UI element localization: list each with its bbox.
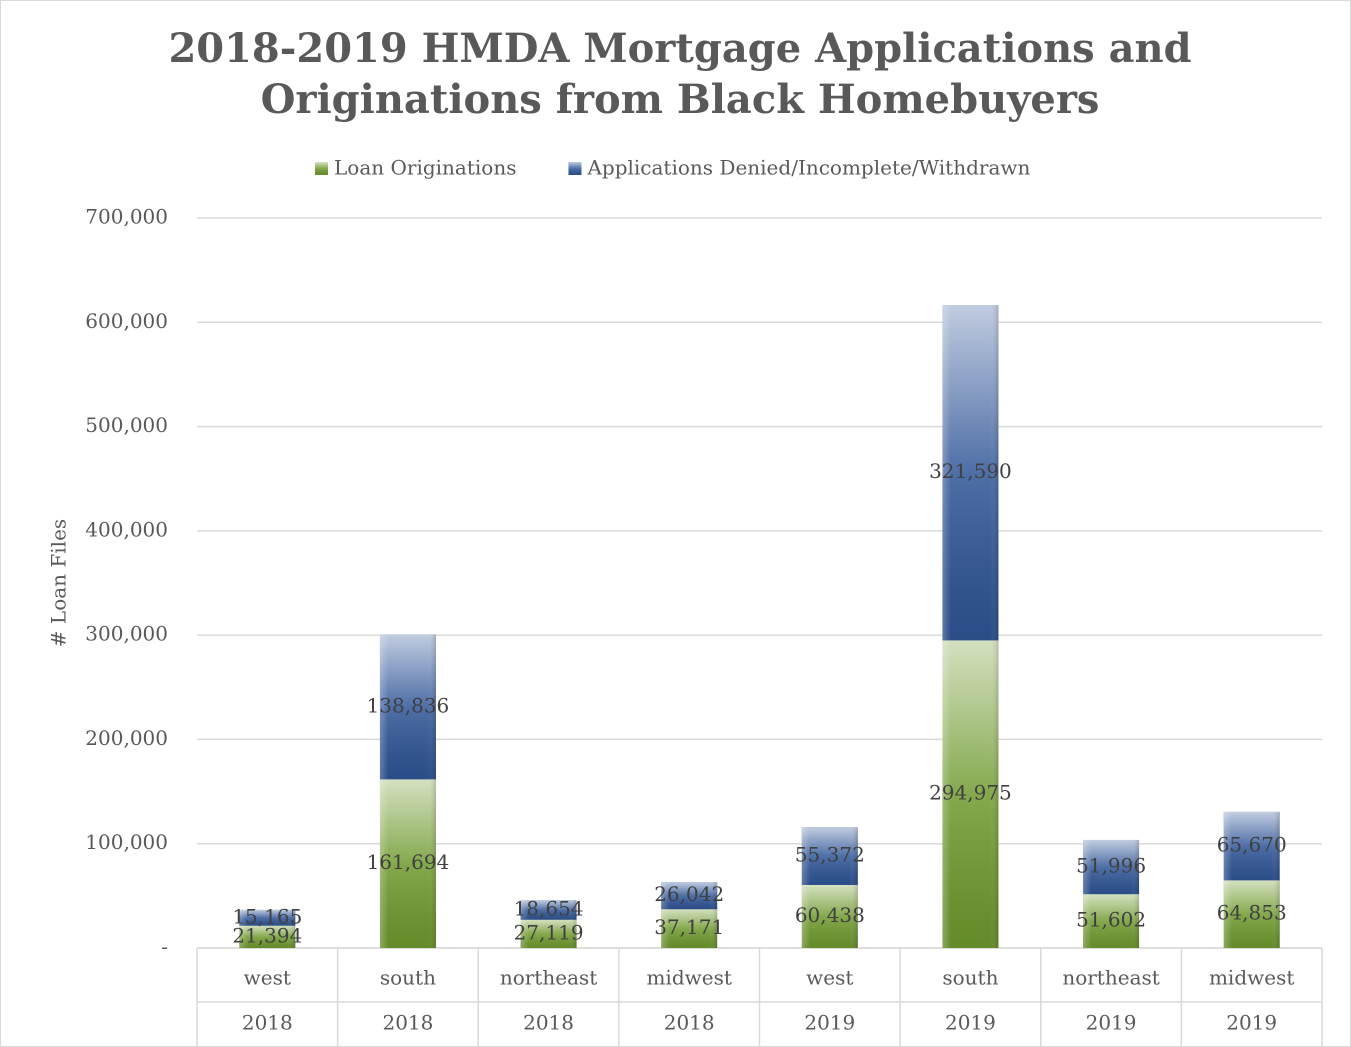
data-label: 51,996 [1076,854,1146,878]
x-tick-label: south [380,966,436,990]
chart-title: Originations from Black Homebuyers [261,76,1100,123]
chart-title: 2018-2019 HMDA Mortgage Applications and [168,25,1191,72]
data-label: 37,171 [654,915,724,939]
legend-label: Applications Denied/Incomplete/Withdrawn [586,156,1030,180]
data-label: 60,438 [795,903,865,927]
y-tick-label: 400,000 [85,517,168,541]
bar-side [801,884,858,948]
x-group-label: 2018 [382,1011,433,1035]
bar-side [661,882,718,910]
x-group-label: 2018 [523,1011,574,1035]
data-label: 294,975 [929,781,1012,805]
data-label: 15,165 [232,904,302,928]
bar-side [801,827,858,885]
y-tick-label: 200,000 [85,726,168,750]
y-tick-label: - [161,935,168,959]
bar-side [942,640,999,948]
data-label: 321,590 [929,459,1012,483]
bar-side [1223,811,1280,881]
x-tick-label: west [244,966,291,990]
x-tick-label: northeast [500,966,597,990]
data-label: 65,670 [1217,833,1287,857]
y-axis-title: # Loan Files [47,519,71,647]
y-tick-label: 100,000 [85,830,168,854]
legend-swatch-shine [568,162,582,175]
y-tick-label: 600,000 [85,309,168,333]
x-group-label: 2019 [1226,1011,1277,1035]
bar-side [1083,894,1140,948]
x-tick-label: northeast [1062,966,1159,990]
y-tick-label: 700,000 [85,205,168,229]
bar-side [239,909,296,926]
bar-side [942,305,999,641]
x-group-label: 2018 [242,1011,293,1035]
y-tick-label: 500,000 [85,413,168,437]
data-label: 27,119 [514,920,584,944]
data-label: 138,836 [367,693,450,717]
data-label: 21,394 [232,923,302,947]
legend-label: Loan Originations [334,156,516,180]
x-group-label: 2019 [1086,1011,1137,1035]
legend-swatch-shine [315,162,328,175]
x-group-label: 2019 [804,1011,855,1035]
data-label: 55,372 [795,843,865,867]
x-tick-label: south [942,966,998,990]
x-tick-label: midwest [1209,966,1294,990]
x-group-label: 2018 [664,1011,715,1035]
data-label: 26,042 [654,882,724,906]
x-group-label: 2019 [945,1011,996,1035]
bar-side [379,779,436,948]
bar-side [239,925,296,948]
data-label: 18,654 [514,896,584,920]
bar-side [520,900,577,920]
data-label: 64,853 [1217,901,1287,925]
bar-side [1223,880,1280,948]
bar-side [661,909,718,948]
x-tick-label: midwest [646,966,731,990]
data-label: 161,694 [367,850,450,874]
data-label: 51,602 [1076,908,1146,932]
y-tick-label: 300,000 [85,622,168,646]
bar-side [379,634,436,780]
bar-side [1083,839,1140,895]
x-tick-label: west [806,966,853,990]
bar-side [520,919,577,948]
